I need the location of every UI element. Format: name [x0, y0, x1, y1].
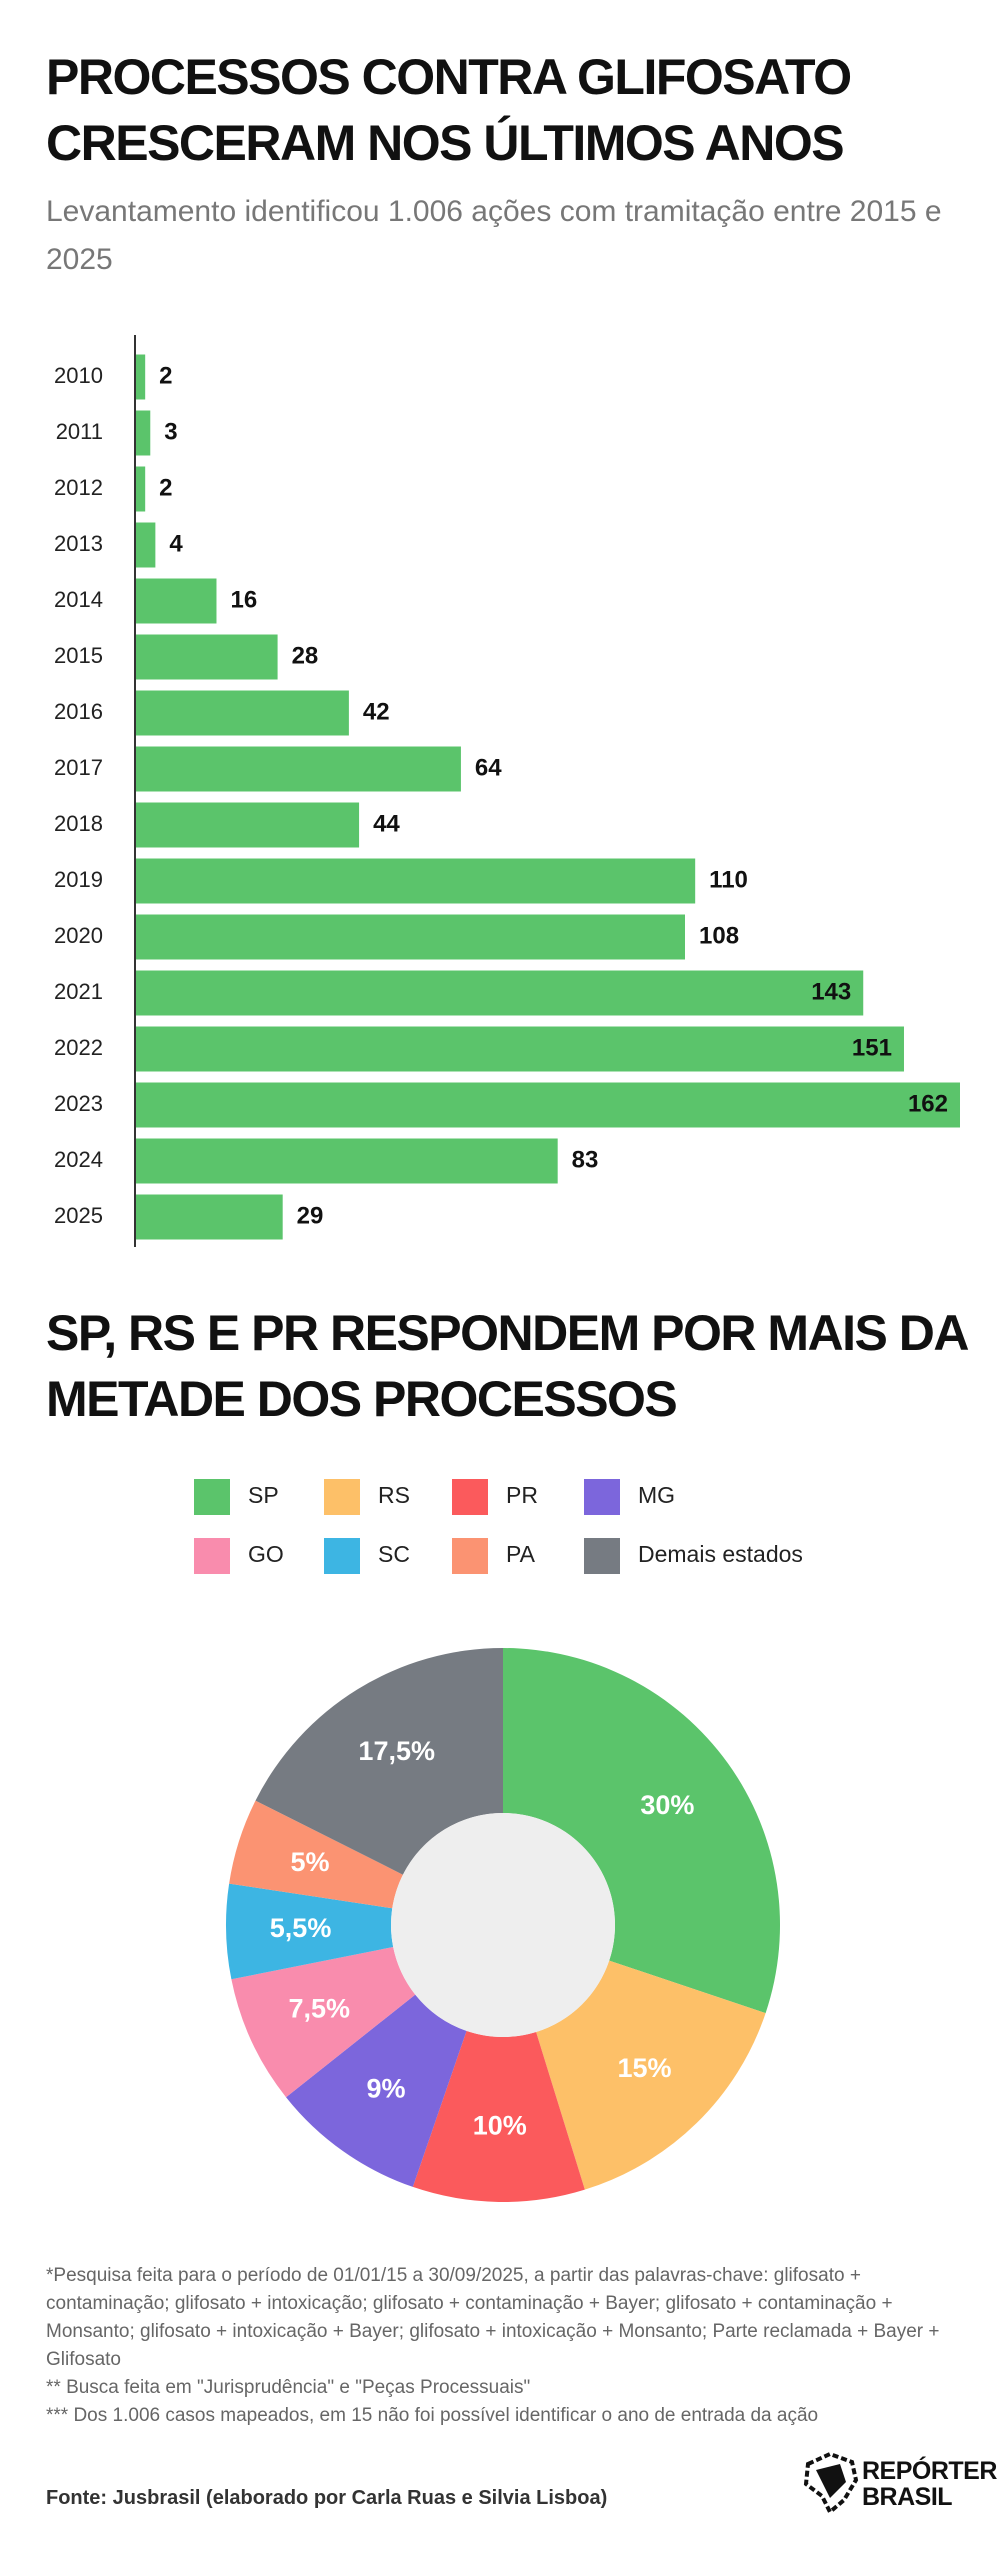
data-label: 64 — [475, 754, 502, 781]
bar — [136, 410, 151, 456]
y-tick-label: 2018 — [54, 811, 103, 836]
note: *Pesquisa feita para o período de 01/01/… — [46, 2265, 940, 2370]
legend-swatch — [452, 1538, 488, 1574]
bar — [136, 354, 146, 400]
note: *** Dos 1.006 casos mapeados, em 15 não … — [46, 2405, 819, 2426]
y-tick-label: 2025 — [54, 1203, 103, 1228]
bar — [136, 914, 685, 960]
y-tick-label: 2020 — [54, 923, 103, 948]
data-label: 5% — [291, 1847, 330, 1877]
pie-slice — [503, 1648, 780, 2014]
legend-swatch — [324, 1538, 360, 1574]
bar — [136, 466, 146, 512]
data-label: 10% — [473, 2111, 527, 2141]
y-tick-label: 2022 — [54, 1035, 103, 1060]
legend-swatch — [324, 1479, 360, 1515]
legend-label: SP — [248, 1482, 279, 1508]
data-label: 2 — [159, 474, 172, 501]
data-label: 2 — [159, 362, 172, 389]
data-label: 5,5% — [270, 1913, 332, 1943]
bar — [136, 970, 864, 1016]
y-tick-label: 2019 — [54, 867, 103, 892]
data-label: 16 — [230, 586, 257, 613]
bar — [136, 1082, 960, 1128]
data-label: 17,5% — [358, 1736, 435, 1766]
y-tick-label: 2015 — [54, 643, 103, 668]
y-tick-label: 2010 — [54, 363, 103, 388]
subtitle: Levantamento identificou 1.006 ações com… — [46, 195, 942, 276]
legend-label: GO — [248, 1541, 284, 1567]
donut-hole — [391, 1813, 615, 2037]
bar-chart-title: PROCESSOS CONTRA GLIFOSATO CRESCERAM NOS… — [46, 49, 852, 171]
pie-chart-title: SP, RS E PR RESPONDEM POR MAIS DA METADE… — [46, 1305, 968, 1427]
data-label: 108 — [699, 922, 739, 949]
logo: REPÓRTER BRASIL — [800, 2450, 997, 2520]
legend-label: RS — [378, 1482, 410, 1508]
data-label: 15% — [617, 2053, 671, 2083]
y-tick-label: 2024 — [54, 1147, 103, 1172]
data-label: 44 — [373, 810, 400, 837]
data-label: 110 — [709, 866, 748, 893]
data-label: 162 — [908, 1090, 948, 1117]
legend-swatch — [584, 1479, 620, 1515]
notes: *Pesquisa feita para o período de 01/01/… — [46, 2262, 966, 2430]
y-tick-label: 2011 — [56, 419, 103, 444]
data-label: 29 — [297, 1202, 324, 1229]
pie-slice — [286, 1994, 467, 2187]
legend-label: MG — [638, 1482, 675, 1508]
pie-slice — [255, 1648, 503, 1875]
data-label: 28 — [292, 642, 319, 669]
y-tick-label: 2012 — [54, 475, 103, 500]
y-tick-label: 2013 — [54, 531, 103, 556]
data-label: 7,5% — [289, 1993, 351, 2023]
pie-slice — [231, 1946, 416, 2098]
pie-slice — [229, 1800, 403, 1909]
source: Fonte: Jusbrasil (elaborado por Carla Ru… — [46, 2487, 608, 2509]
bar — [136, 690, 349, 736]
legend-label: SC — [378, 1541, 410, 1567]
logo-text: REPÓRTER — [862, 2457, 997, 2485]
y-tick-label: 2023 — [54, 1091, 103, 1116]
bar — [136, 1194, 283, 1240]
legend-label: PA — [506, 1541, 536, 1567]
data-label: 151 — [852, 1034, 892, 1061]
legend-swatch — [194, 1479, 230, 1515]
bar — [136, 522, 156, 568]
pie-chart: SP RS PR MG GO SC PA Demais estados 30% 15% 10% 9% 7… — [194, 1479, 803, 2202]
legend-label: Demais estados — [638, 1541, 803, 1567]
y-tick-label: 2021 — [54, 979, 103, 1004]
pie-slice — [412, 2030, 585, 2202]
bar — [136, 802, 360, 848]
y-tick-label: 2016 — [54, 699, 103, 724]
data-label: 4 — [169, 530, 183, 557]
data-label: 9% — [367, 2073, 406, 2103]
legend-swatch — [452, 1479, 488, 1515]
pie-slice — [536, 1960, 766, 2190]
pie-slice — [226, 1883, 394, 1980]
y-tick-label: 2014 — [54, 587, 103, 612]
bar-chart: 2010 2 2011 3 2012 2 2013 4 2014 16 2015 28 2016 42 20… — [54, 335, 960, 1247]
bar — [136, 1138, 558, 1184]
data-label: 3 — [164, 418, 177, 445]
bar — [136, 746, 461, 792]
logo-icon — [803, 2451, 859, 2516]
data-label: 30% — [640, 1790, 694, 1820]
data-label: 42 — [363, 698, 390, 725]
data-label: 143 — [811, 978, 851, 1005]
legend-label: PR — [506, 1482, 538, 1508]
data-label: 83 — [572, 1146, 599, 1173]
bar — [136, 1026, 904, 1072]
bar — [136, 858, 696, 904]
logo-text: BRASIL — [862, 2483, 953, 2511]
bar — [136, 634, 278, 680]
legend-swatch — [584, 1538, 620, 1574]
bar — [136, 578, 217, 624]
note: ** Busca feita em "Jurisprudência" e "Pe… — [46, 2377, 531, 2398]
legend-swatch — [194, 1538, 230, 1574]
y-tick-label: 2017 — [54, 755, 103, 780]
